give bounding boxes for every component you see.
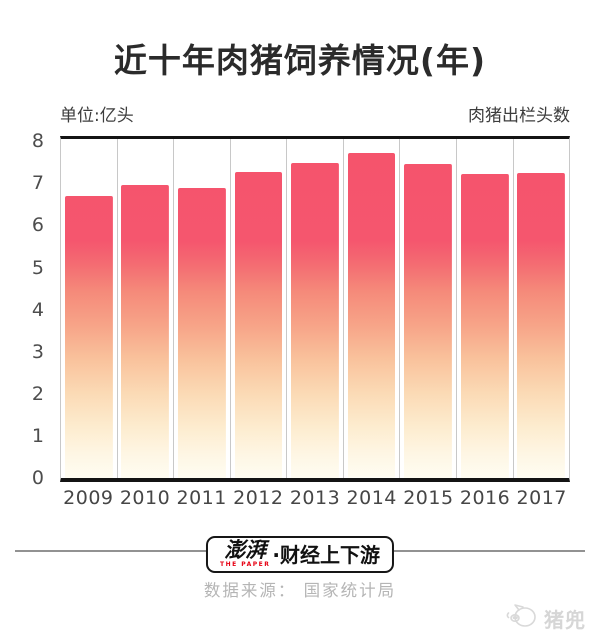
- publisher-logo: 澎湃 THE PAPER ·财经上下游: [205, 536, 395, 573]
- bar-2014: [347, 153, 396, 478]
- bar-column-2009: [61, 139, 117, 478]
- x-tick-label-2011: 2011: [176, 487, 227, 509]
- pig-doodle-icon: [506, 603, 540, 634]
- bar-column-2011: [173, 139, 230, 478]
- x-tick-label-2014: 2014: [346, 487, 397, 509]
- x-tick-label-2012: 2012: [233, 487, 284, 509]
- thepaper-logo-cn: 澎湃: [224, 537, 267, 562]
- x-tick-label-2010: 2010: [119, 487, 171, 509]
- bar-2010: [121, 184, 170, 478]
- thepaper-logo-en: THE PAPER: [219, 560, 271, 568]
- bar-column-2013: [286, 139, 343, 478]
- x-tick-label-2015: 2015: [403, 487, 454, 509]
- x-tick-label-2016: 2016: [459, 487, 511, 509]
- y-tick-label-8: 8: [31, 130, 44, 153]
- plot-area: [60, 136, 570, 482]
- chart-meta-row: 单位:亿头 肉猪出栏头数: [60, 101, 570, 126]
- y-axis: 0 1 2 3 4 5 6 7 8: [16, 130, 52, 489]
- bar-2017: [517, 173, 566, 478]
- x-tick-label-2009: 2009: [63, 487, 114, 509]
- logo-channel-name: ·财经上下游: [272, 543, 381, 567]
- y-tick-label-7: 7: [31, 172, 44, 195]
- y-tick-label-4: 4: [31, 298, 44, 321]
- thepaper-logo: 澎湃 THE PAPER: [219, 537, 271, 568]
- y-tick-label-1: 1: [31, 424, 44, 447]
- x-tick-label-2013: 2013: [289, 487, 341, 509]
- bar-column-2015: [399, 139, 456, 478]
- y-tick-label-3: 3: [31, 340, 44, 363]
- bar-2015: [404, 163, 453, 478]
- bar-2012: [234, 171, 283, 478]
- page-title: 近十年肉猪饲养情况(年): [113, 41, 487, 80]
- x-axis-labels: 2009 2010 2011 2012 2013 2014 2015 2016 2017: [60, 487, 570, 509]
- bar-column-2017: [512, 139, 570, 478]
- bar-2011: [178, 187, 226, 478]
- bar-column-2010: [116, 139, 174, 478]
- x-tick-label-2017: 2017: [516, 487, 567, 509]
- watermark-text: 猪兜: [544, 608, 586, 632]
- unit-label: 单位:亿头: [60, 106, 134, 126]
- y-tick-label-2: 2: [31, 382, 44, 405]
- y-tick-label-5: 5: [31, 256, 44, 279]
- bar-2013: [291, 162, 339, 478]
- y-tick-label-6: 6: [31, 214, 44, 237]
- series-label: 肉猪出栏头数: [468, 106, 570, 126]
- data-source-text: 数据来源： 国家统计局: [203, 581, 397, 600]
- bar-chart: 0 1 2 3 4 5 6 7 8: [32, 130, 570, 489]
- bar-2016: [460, 174, 509, 478]
- watermark: 猪兜: [506, 603, 586, 634]
- bar-2009: [64, 195, 113, 478]
- bar-column-2014: [342, 139, 400, 478]
- y-tick-label-0: 0: [31, 467, 44, 489]
- bar-column-2016: [455, 139, 513, 478]
- bar-column-2012: [229, 139, 287, 478]
